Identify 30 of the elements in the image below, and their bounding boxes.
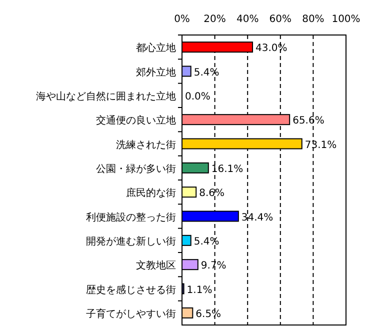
x-tick-label: 0%	[174, 14, 190, 25]
y-tick-label: 郊外立地	[136, 66, 176, 78]
x-tick-label: 80%	[302, 14, 324, 25]
x-tick-label: 20%	[204, 14, 226, 25]
data-label: 1.1%	[186, 284, 212, 296]
y-tick-label: 洗練された街	[116, 138, 176, 151]
y-tick-label: 庶民的な街	[126, 187, 176, 200]
data-label: 5.4%	[194, 236, 220, 248]
data-label: 65.6%	[292, 116, 324, 127]
data-label: 34.4%	[241, 212, 274, 224]
data-label: 8.6%	[199, 188, 225, 200]
data-label: 5.4%	[194, 67, 220, 78]
x-tick-label: 60%	[269, 14, 292, 25]
y-tick-label: 子育てがしやすい街	[86, 308, 176, 320]
x-tick-label: 100%	[332, 14, 360, 25]
data-label: 9.7%	[200, 260, 226, 272]
y-tick-label: 利便施設の整った街	[86, 211, 176, 224]
data-label: 43.0%	[256, 43, 288, 54]
y-tick-label: 公園・緑が多い街	[96, 162, 176, 175]
y-tick-label: 歴史を感じさせる街	[86, 284, 176, 296]
data-label: 16.1%	[211, 164, 244, 175]
y-tick-label: 交通便の良い立地	[96, 114, 176, 127]
x-tick-label: 40%	[236, 14, 259, 25]
y-tick-label: 海や山など自然に囲まれた立地	[36, 90, 176, 102]
y-tick-label: 開発が進む新しい街	[86, 235, 176, 248]
y-tick-label: 文教地区	[136, 260, 176, 272]
y-tick-label: 都心立地	[136, 42, 176, 54]
data-label: 0.0%	[185, 91, 210, 102]
data-label: 6.5%	[196, 308, 222, 320]
data-label: 73.1%	[304, 140, 337, 151]
